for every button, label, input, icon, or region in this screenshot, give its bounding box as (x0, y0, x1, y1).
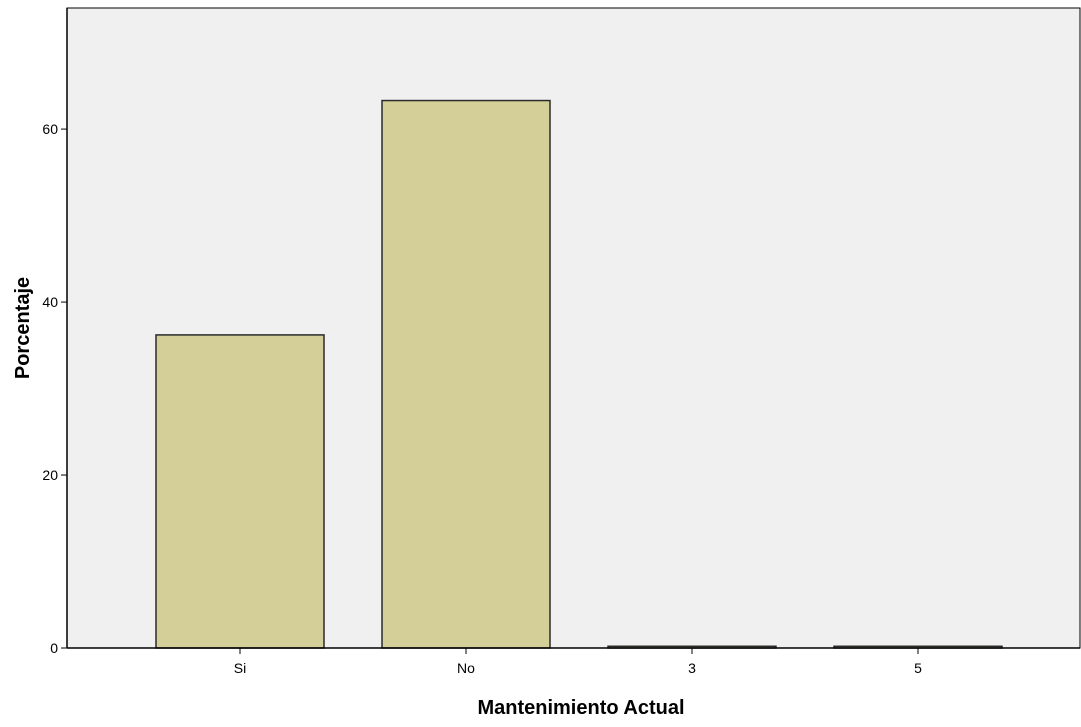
y-tick-label: 0 (50, 640, 58, 656)
bar-si (155, 334, 325, 649)
bar-no (381, 99, 551, 649)
bars-group (155, 99, 1003, 649)
x-tick-label: No (457, 660, 475, 676)
x-tick-label: Si (234, 660, 246, 676)
axes-group (66, 8, 1080, 649)
x-tick-label: 3 (688, 660, 696, 676)
y-axis-title: Porcentaje (12, 277, 34, 379)
y-tick-label: 40 (42, 294, 58, 310)
y-tick-label: 60 (42, 121, 58, 137)
x-tick-label: 5 (914, 660, 922, 676)
ticks-group: Si No 3 5 0 20 40 60 (42, 121, 922, 676)
x-axis-title: Mantenimiento Actual (477, 697, 684, 719)
y-tick-label: 20 (42, 467, 58, 483)
